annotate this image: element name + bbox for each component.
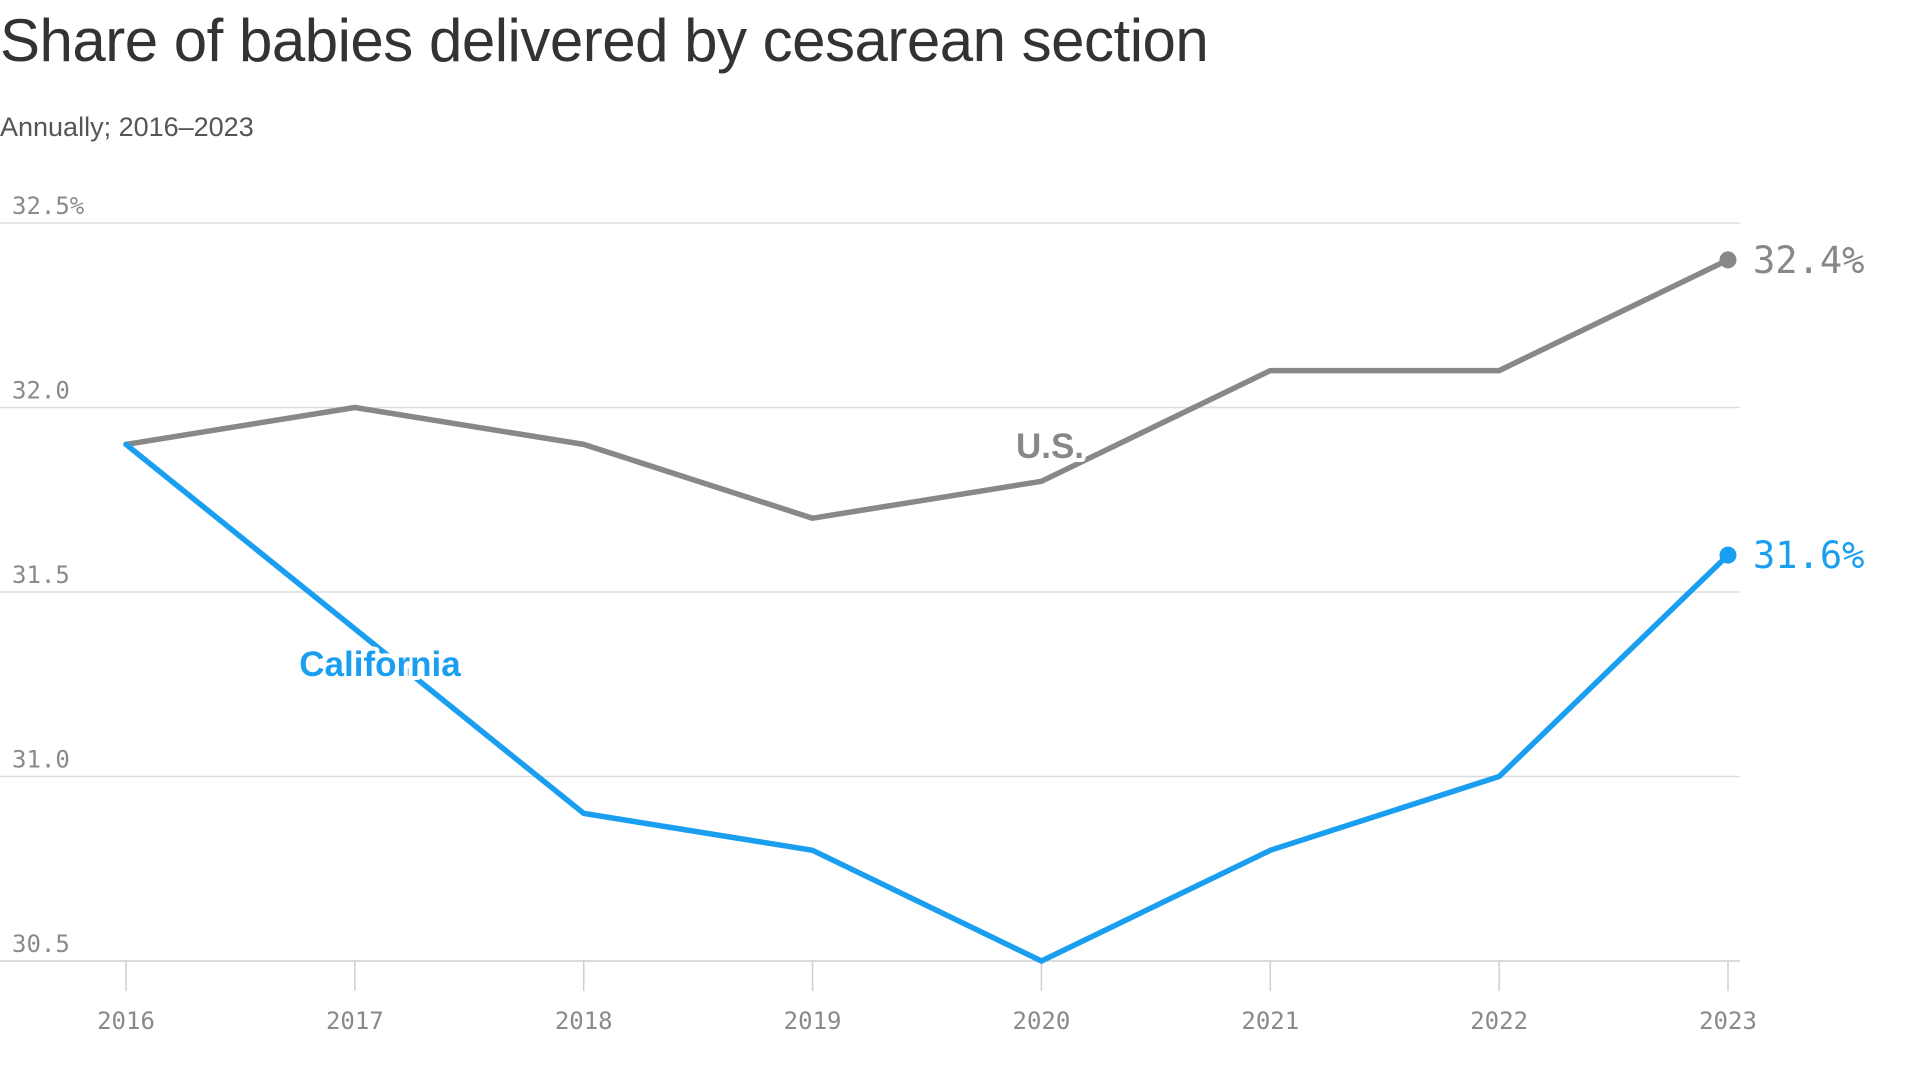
end-label-us: 32.4% [1753,239,1864,282]
chart-subtitle: Annually; 2016–2023 [0,112,254,142]
y-tick-label: 31.0 [12,746,70,774]
x-tick-label: 2020 [1013,1007,1071,1035]
x-tick-label: 2023 [1699,1007,1757,1035]
x-tick-label: 2017 [326,1007,384,1035]
y-tick-label: 32.5% [12,192,85,220]
series-label-us: U.S. [1016,427,1084,466]
x-tick-label: 2022 [1470,1007,1528,1035]
chart-title: Share of babies delivered by cesarean se… [0,7,1209,74]
end-label-california: 31.6% [1753,534,1864,577]
series-label-halo: California [299,645,461,684]
y-tick-label: 32.0 [12,377,70,405]
x-tick-label: 2016 [97,1007,155,1035]
end-marker-california [1719,546,1737,564]
x-tick-label: 2018 [555,1007,613,1035]
series [123,251,1737,964]
series-label-california: California [299,645,461,684]
end-marker-us [1719,251,1737,269]
series-line-california [123,441,1731,964]
y-tick-label: 31.5 [12,561,70,589]
x-tick-label: 2021 [1241,1007,1299,1035]
grid [0,222,1740,962]
y-tick-label: 30.5 [12,930,70,958]
axes: 30.5 31.0 31.5 32.0 32.5% 2016 2017 2018 2019 202… [12,192,1757,1035]
series-label-halo: U.S. [1016,427,1084,466]
series-line-us [123,257,1731,521]
x-tick-label: 2019 [784,1007,842,1035]
